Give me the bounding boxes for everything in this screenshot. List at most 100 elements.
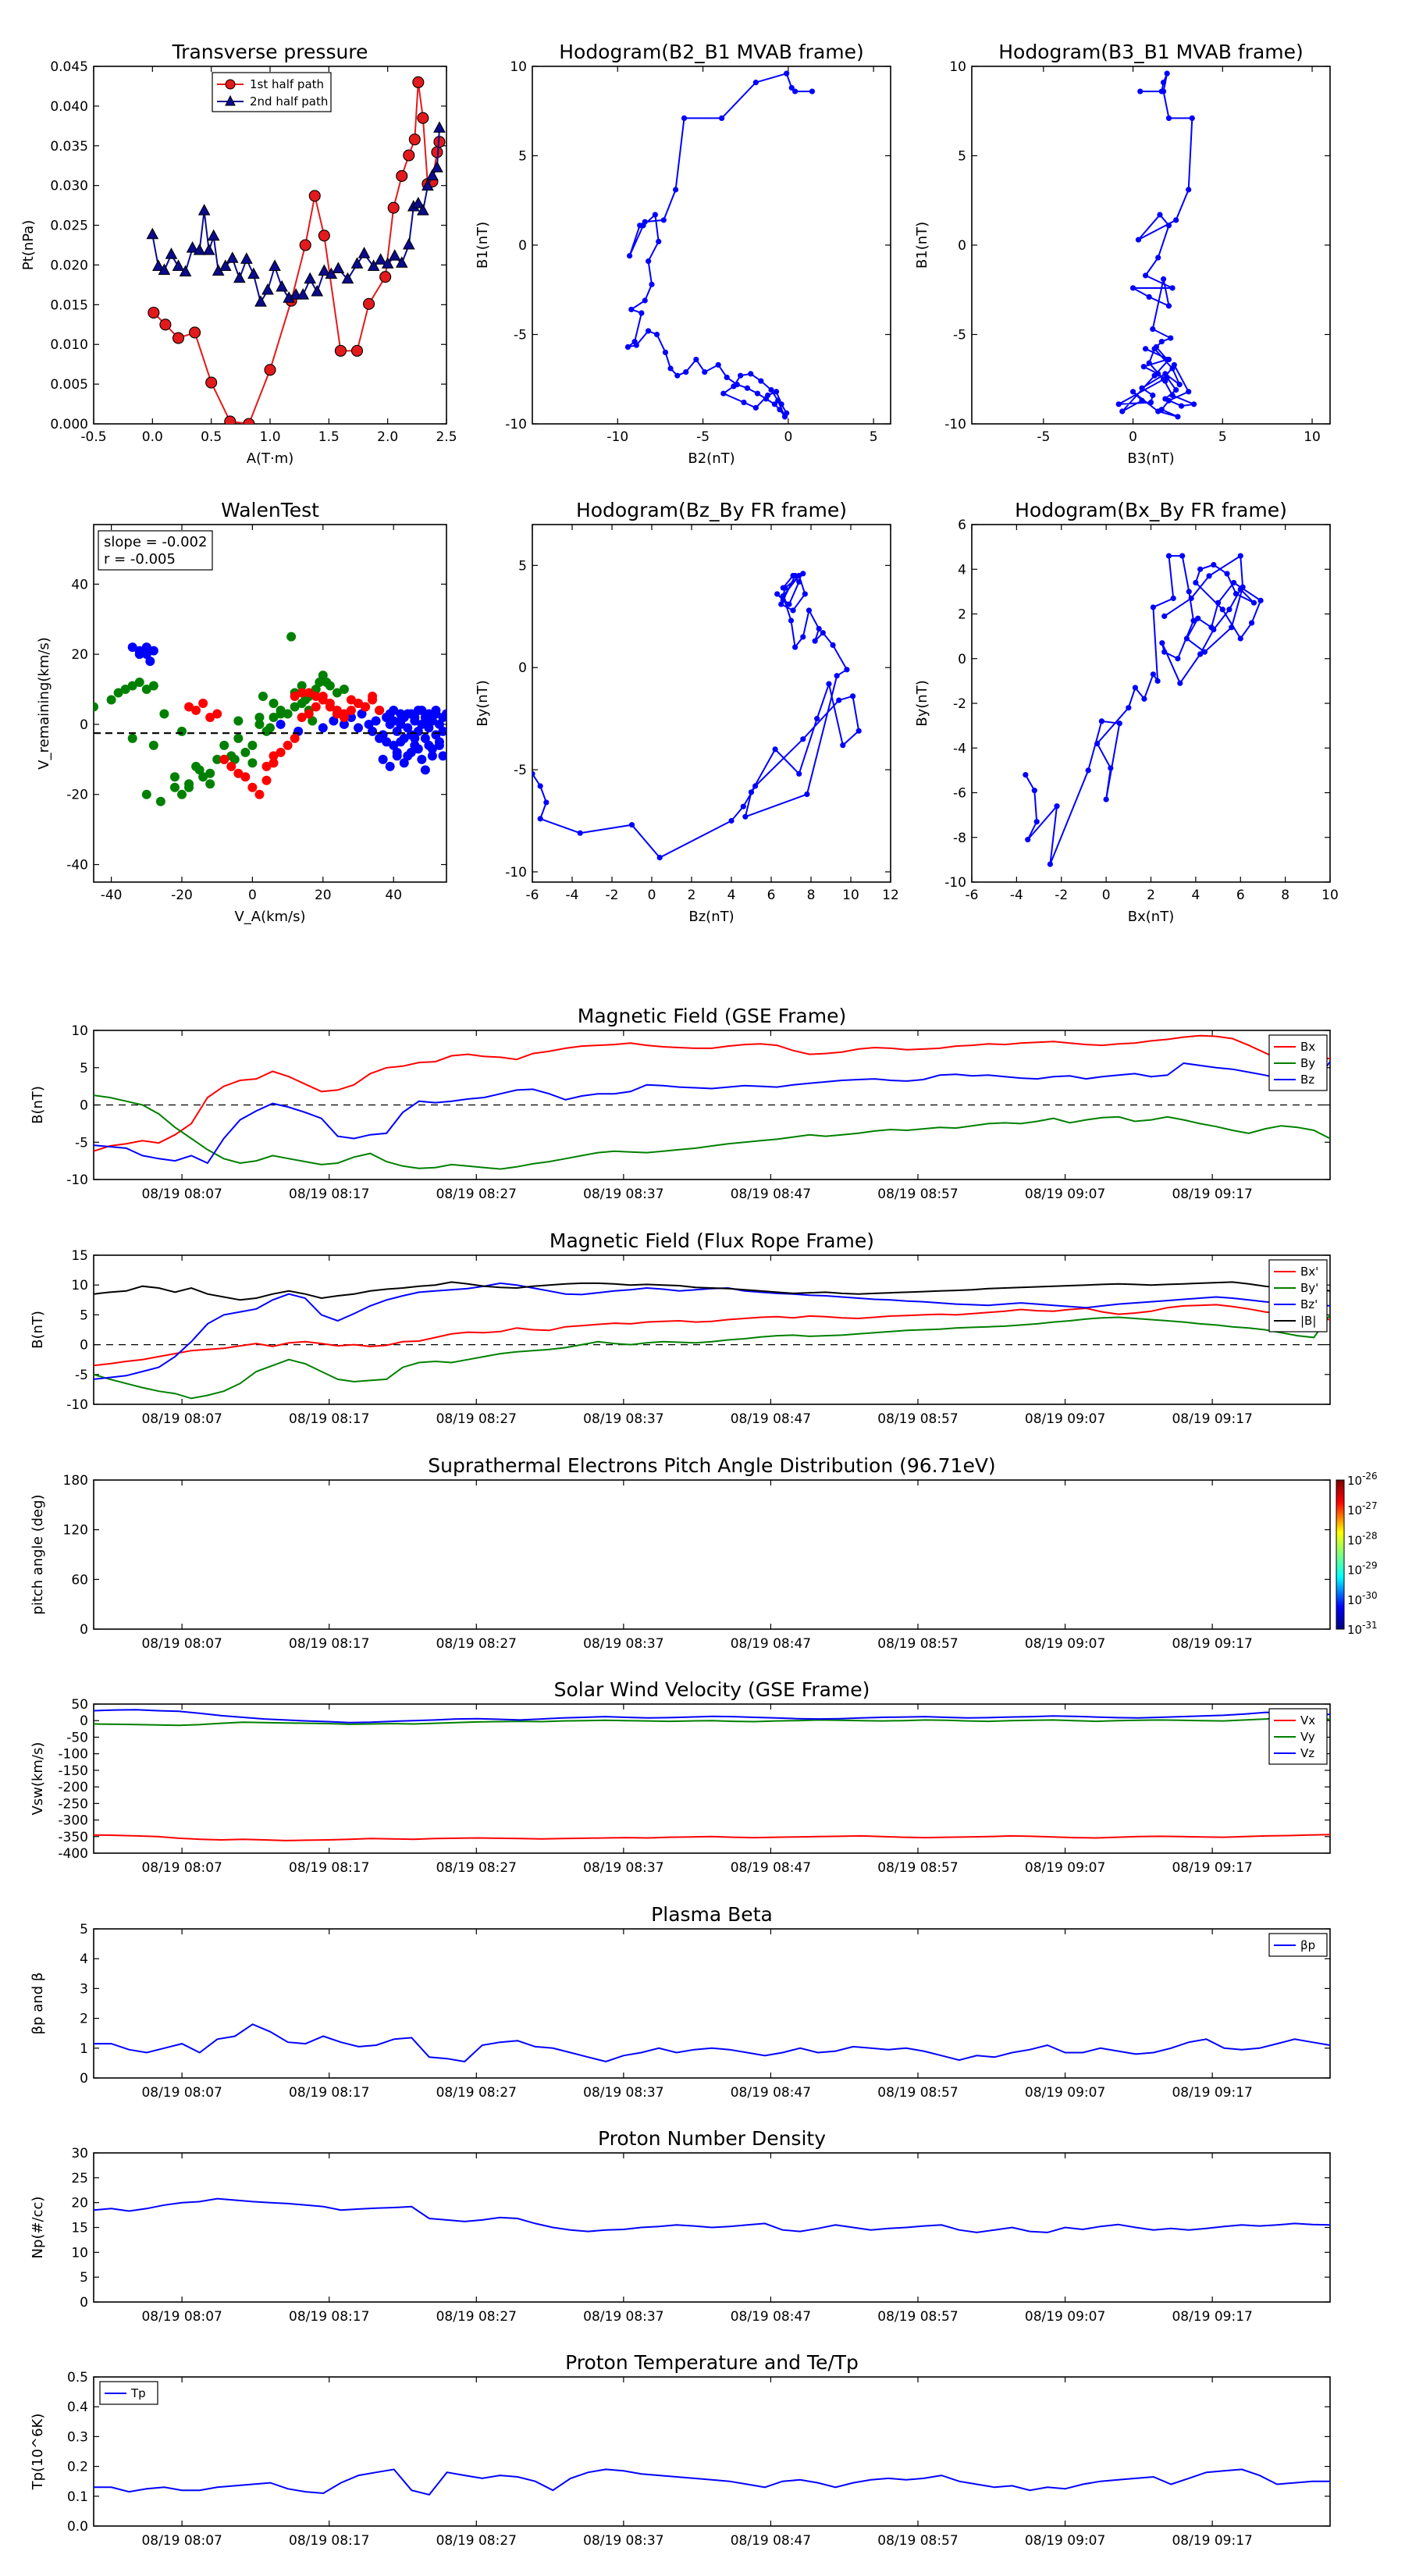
data-point	[155, 796, 165, 806]
x-tick-label: 08/19 09:17	[1172, 1860, 1252, 1876]
data-point	[790, 572, 796, 579]
series-line-Vz	[94, 1709, 1330, 1724]
data-point	[219, 754, 229, 764]
data-point	[290, 733, 300, 743]
y-tick-label: 0.025	[50, 219, 88, 234]
data-point	[1155, 254, 1161, 261]
data-point	[318, 264, 331, 276]
y-tick-label: 3	[80, 1981, 88, 1997]
y-tick-label: -5	[75, 1368, 88, 1383]
data-point	[184, 702, 194, 712]
data-point	[387, 201, 400, 214]
data-point	[413, 744, 423, 754]
data-point	[1155, 408, 1161, 415]
y-tick-label: 0.2	[67, 2460, 88, 2475]
data-point	[652, 212, 658, 218]
panel-bfr: Magnetic Field (Flux Rope Frame) 08/19 08…	[30, 1229, 1331, 1427]
series-line-βp	[94, 2023, 1330, 2063]
x-tick-label: -40	[101, 888, 123, 903]
data-point	[1186, 589, 1192, 595]
x-tick-label: 08/19 08:37	[583, 1411, 663, 1427]
data-point	[1173, 217, 1179, 223]
data-point	[646, 258, 652, 265]
data-point	[152, 259, 165, 271]
y-tick-label: 0.1	[67, 2489, 88, 2505]
x-tick-label: 08/19 09:17	[1172, 1636, 1252, 1652]
y-tick-label: 2	[80, 2012, 88, 2027]
data-point	[1023, 772, 1029, 778]
data-point	[318, 671, 328, 681]
y-axis-label: B(nT)	[30, 1311, 46, 1349]
y-tick-label: 0	[958, 238, 966, 254]
data-point	[1161, 613, 1168, 619]
data-point	[350, 344, 364, 357]
data-point	[1126, 705, 1132, 711]
y-axis-label: βp and β	[30, 1973, 46, 2035]
data-point	[1150, 671, 1156, 678]
data-point	[212, 754, 222, 764]
data-point	[1197, 566, 1204, 572]
x-tick-label: 8	[1281, 888, 1289, 903]
data-point	[1132, 685, 1139, 691]
data-point	[1054, 803, 1060, 809]
x-tick-label: 20	[315, 888, 332, 903]
x-tick-label: 08/19 08:57	[877, 2533, 958, 2549]
data-point	[442, 709, 446, 719]
y-tick-label: -10	[944, 417, 966, 432]
data-point	[796, 578, 802, 585]
data-point	[205, 712, 215, 722]
data-point	[1211, 561, 1217, 568]
data-point	[1115, 401, 1122, 407]
data-point	[1165, 303, 1172, 309]
data-point	[1161, 649, 1168, 655]
x-tick-label: -10	[606, 429, 628, 445]
data-point	[1151, 372, 1158, 379]
x-tick-label: -2	[606, 888, 619, 903]
x-axis-label: B2(nT)	[688, 450, 735, 467]
y-tick-label: 0	[80, 1713, 88, 1729]
colorbar-label: 10-29	[1347, 1560, 1378, 1578]
legend: Vx Vy Vz	[1268, 1708, 1328, 1765]
series-line	[153, 82, 440, 424]
x-tick-label: 08/19 08:37	[583, 1636, 663, 1652]
data-point	[434, 740, 444, 750]
data-point	[165, 247, 178, 259]
data-point	[742, 813, 749, 820]
y-tick-label: 0	[80, 2071, 88, 2087]
data-point	[1140, 364, 1147, 370]
data-point	[724, 374, 730, 381]
data-point	[1183, 635, 1190, 642]
x-tick-label: 08/19 08:27	[436, 1636, 517, 1652]
series-line	[532, 572, 860, 859]
y-axis-label: B1(nT)	[475, 222, 491, 269]
chart-title: Suprathermal Electrons Pitch Angle Distr…	[428, 1454, 995, 1477]
panel-beta: Plasma Beta 08/19 08:07 08/19 08:17 08/19 0…	[30, 1903, 1331, 2101]
series-line-Vy	[94, 1717, 1330, 1727]
legend: Bx By Bz	[1268, 1034, 1328, 1091]
data-point	[1160, 80, 1167, 86]
data-point	[1139, 397, 1145, 404]
series-2nd-half-path	[146, 121, 446, 307]
data-point	[1165, 222, 1172, 229]
y-tick-label: 0.030	[50, 179, 88, 194]
data-point	[1160, 276, 1167, 283]
y-tick-label: -10	[66, 1397, 88, 1413]
y-tick-label: -20	[66, 788, 88, 803]
data-point	[1178, 403, 1185, 409]
data-point	[424, 709, 434, 719]
x-tick-label: 0	[1129, 429, 1137, 445]
panel-h12: Hodogram(B2_B1 MVAB frame) -10 -5 0 5 -10 -5 0 5…	[475, 41, 891, 467]
data-point	[1171, 361, 1177, 368]
y-tick-label: -10	[944, 875, 966, 891]
y-tick-label: -150	[58, 1763, 88, 1779]
y-tick-label: 5	[80, 1922, 88, 1937]
data-point	[775, 397, 781, 404]
colorbar-label: 10-31	[1347, 1620, 1378, 1637]
data-point	[715, 361, 721, 368]
x-tick-label: 08/19 08:47	[731, 1187, 811, 1202]
x-tick-label: 10	[1304, 429, 1321, 445]
data-point	[433, 121, 446, 133]
data-point	[656, 854, 663, 861]
data-point	[660, 217, 667, 223]
data-point	[667, 365, 674, 372]
